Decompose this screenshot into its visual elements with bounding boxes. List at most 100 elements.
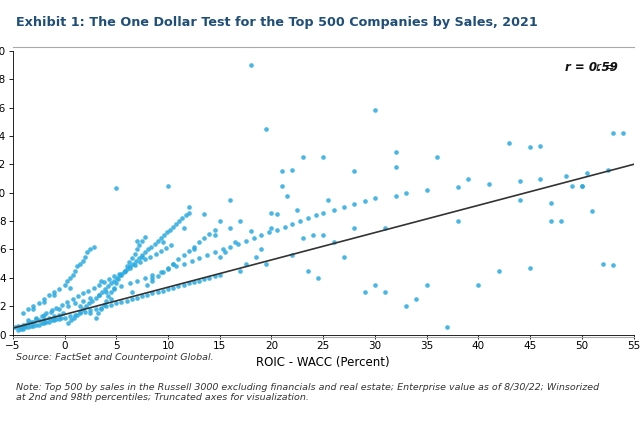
Point xyxy=(54,286,65,292)
Point xyxy=(209,273,220,280)
Point xyxy=(156,269,166,276)
Point xyxy=(241,260,251,267)
Point xyxy=(152,238,163,245)
Point xyxy=(70,311,80,318)
Point xyxy=(109,273,119,280)
Point xyxy=(47,317,57,324)
Point xyxy=(535,175,545,182)
Point xyxy=(106,295,116,302)
Point xyxy=(75,308,85,315)
Point xyxy=(535,143,545,149)
Point xyxy=(266,209,276,216)
Point xyxy=(452,218,463,225)
Point xyxy=(608,130,618,137)
Text: Exhibit 1: The One Dollar Test for the Top 500 Companies by Sales, 2021: Exhibit 1: The One Dollar Test for the T… xyxy=(16,16,538,29)
Point xyxy=(63,303,73,310)
Point xyxy=(103,293,113,300)
Point xyxy=(298,154,308,161)
Point xyxy=(556,218,566,225)
Point xyxy=(115,272,125,279)
Point xyxy=(390,148,401,155)
Point xyxy=(122,263,132,270)
Point xyxy=(95,304,106,311)
Point xyxy=(44,314,54,321)
Point xyxy=(93,281,104,288)
Point xyxy=(152,289,163,295)
Point xyxy=(159,232,169,239)
Point xyxy=(49,289,60,295)
Point xyxy=(603,167,613,174)
Point xyxy=(80,253,90,260)
Point xyxy=(295,218,305,225)
Point xyxy=(66,317,76,324)
Point xyxy=(149,240,159,247)
Point xyxy=(122,297,132,304)
Point xyxy=(140,233,150,240)
Point xyxy=(49,291,60,298)
Point xyxy=(179,252,189,259)
Point xyxy=(18,325,28,332)
Point xyxy=(318,232,328,239)
Point xyxy=(135,259,145,266)
Point xyxy=(422,281,432,288)
Point xyxy=(100,286,110,292)
Point xyxy=(618,130,628,137)
Point xyxy=(125,263,135,270)
Point xyxy=(179,260,189,267)
Point xyxy=(134,254,144,261)
Point xyxy=(179,225,189,232)
Point xyxy=(140,249,150,256)
Point xyxy=(452,184,463,191)
Point xyxy=(68,314,79,321)
Point xyxy=(70,267,80,274)
Point xyxy=(261,125,271,132)
Point xyxy=(230,239,241,246)
Point xyxy=(214,272,225,279)
Point xyxy=(104,276,114,283)
Point xyxy=(109,284,119,291)
Point xyxy=(134,242,144,249)
Point xyxy=(18,310,28,317)
Text: Note: Top 500 by sales in the Russell 3000 excluding financials and real estate;: Note: Top 500 by sales in the Russell 30… xyxy=(16,383,599,402)
Point xyxy=(194,254,204,261)
Point xyxy=(58,301,68,308)
Point xyxy=(484,181,494,187)
Point xyxy=(525,264,535,271)
Text: Source: FactSet and Counterpoint Global.: Source: FactSet and Counterpoint Global. xyxy=(16,353,214,362)
Point xyxy=(16,325,26,332)
Point xyxy=(125,280,135,287)
Point xyxy=(70,300,80,307)
Point xyxy=(82,249,92,256)
Point xyxy=(582,169,592,176)
Point xyxy=(137,252,147,259)
Point xyxy=(318,209,328,216)
Point xyxy=(218,246,228,253)
Point xyxy=(380,225,390,232)
Point xyxy=(261,260,271,267)
Point xyxy=(303,267,313,274)
Point xyxy=(163,182,173,189)
Point xyxy=(44,318,54,325)
Point xyxy=(184,203,194,210)
Point xyxy=(106,301,116,308)
Point xyxy=(54,305,65,312)
Point xyxy=(156,235,166,241)
Point xyxy=(318,154,328,161)
Point xyxy=(56,314,67,321)
Point xyxy=(287,252,298,259)
Point xyxy=(147,290,157,297)
Point xyxy=(225,197,236,203)
Point xyxy=(515,197,525,203)
Point xyxy=(308,232,318,239)
Point xyxy=(101,289,111,295)
Point xyxy=(189,279,199,286)
Point xyxy=(209,249,220,256)
Point xyxy=(280,223,290,230)
Point xyxy=(33,317,44,324)
Point xyxy=(264,229,275,236)
Point xyxy=(106,289,116,295)
Point xyxy=(233,240,243,247)
Point xyxy=(61,277,72,284)
Point xyxy=(109,277,119,284)
Point xyxy=(75,260,85,267)
